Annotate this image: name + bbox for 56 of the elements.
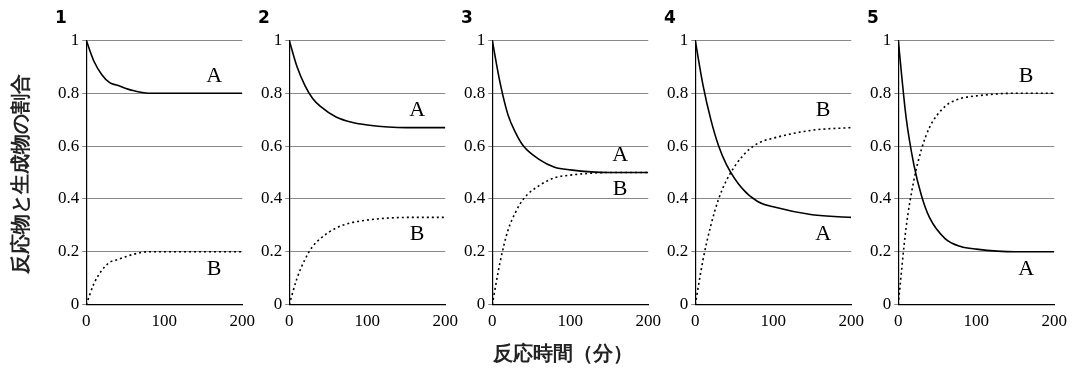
x-tick-label: 100 bbox=[963, 311, 989, 331]
y-tick-label: 0 bbox=[70, 294, 80, 314]
x-tick-label: 100 bbox=[557, 311, 583, 331]
chart-title: 3 bbox=[461, 6, 473, 27]
y-tick-label: 0.4 bbox=[261, 188, 283, 208]
chart-title: 5 bbox=[867, 6, 879, 27]
chart-title: 2 bbox=[258, 6, 270, 27]
series-label: B bbox=[815, 96, 831, 122]
y-tick-label: 0.4 bbox=[667, 188, 689, 208]
series-label: A bbox=[409, 96, 426, 122]
y-tick-label: 0.2 bbox=[261, 241, 283, 261]
y-tick-label: 0.8 bbox=[464, 82, 486, 102]
series-label: B bbox=[612, 175, 628, 201]
series-label: A bbox=[815, 220, 832, 246]
y-tick-label: 0 bbox=[273, 294, 283, 314]
series-label: A bbox=[612, 141, 629, 167]
y-tick-label: 0.2 bbox=[58, 241, 80, 261]
y-tick-label: 0.4 bbox=[464, 188, 486, 208]
x-tick-label: 100 bbox=[760, 311, 786, 331]
y-tick-label: 0.8 bbox=[870, 82, 892, 102]
series-label: B bbox=[206, 254, 222, 280]
x-tick-label: 200 bbox=[229, 311, 255, 331]
y-axis-title: 反応物と生成物の割合 bbox=[6, 72, 33, 276]
x-tick-label: 100 bbox=[151, 311, 177, 331]
y-tick-label: 0.6 bbox=[58, 135, 80, 155]
x-tick-label: 200 bbox=[838, 311, 864, 331]
y-tick-label: 0.6 bbox=[261, 135, 283, 155]
y-tick-label: 0.6 bbox=[464, 135, 486, 155]
y-tick-label: 0 bbox=[679, 294, 689, 314]
y-tick-label: 0.2 bbox=[870, 241, 892, 261]
y-tick-label: 0.8 bbox=[58, 82, 80, 102]
y-tick-label: 0.6 bbox=[870, 135, 892, 155]
y-tick-label: 0.4 bbox=[870, 188, 892, 208]
y-tick-label: 1 bbox=[476, 29, 486, 49]
y-tick-label: 0.8 bbox=[261, 82, 283, 102]
x-tick-label: 100 bbox=[354, 311, 380, 331]
series-label: A bbox=[206, 62, 223, 88]
y-tick-label: 1 bbox=[882, 29, 892, 49]
y-tick-label: 1 bbox=[679, 29, 689, 49]
y-tick-label: 0.8 bbox=[667, 82, 689, 102]
x-tick-label: 200 bbox=[1041, 311, 1067, 331]
x-axis-title: 反応時間（分） bbox=[491, 340, 634, 367]
y-tick-label: 0 bbox=[476, 294, 486, 314]
y-tick-label: 0.2 bbox=[464, 241, 486, 261]
y-tick-label: 0.6 bbox=[667, 135, 689, 155]
series-label: B bbox=[409, 220, 425, 246]
x-tick-label: 200 bbox=[635, 311, 661, 331]
y-tick-label: 0 bbox=[882, 294, 892, 314]
y-tick-label: 0.2 bbox=[667, 241, 689, 261]
series-label: B bbox=[1018, 62, 1034, 88]
series-label: A bbox=[1018, 254, 1035, 280]
x-tick-label: 200 bbox=[432, 311, 458, 331]
chart-title: 4 bbox=[664, 6, 676, 27]
y-tick-label: 1 bbox=[70, 29, 80, 49]
y-tick-label: 0.4 bbox=[58, 188, 80, 208]
y-tick-label: 1 bbox=[273, 29, 283, 49]
